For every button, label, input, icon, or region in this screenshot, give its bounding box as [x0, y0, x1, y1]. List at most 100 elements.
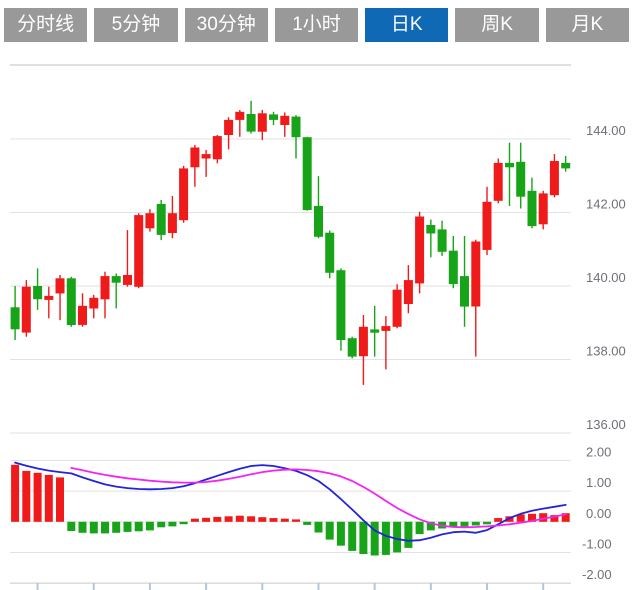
- macd-histogram-bar: [460, 521, 469, 527]
- macd-histogram-bar: [494, 518, 503, 522]
- tab-daily[interactable]: 日K: [365, 8, 449, 42]
- macd-histogram-bar: [483, 521, 491, 525]
- tab-30min[interactable]: 30分钟: [184, 8, 268, 42]
- macd-histogram-bar: [247, 516, 256, 522]
- macd-histogram-bar: [44, 474, 53, 522]
- candle-body: [561, 162, 571, 169]
- macd-histogram-bar: [539, 513, 548, 522]
- candle-body: [55, 278, 65, 294]
- macd-histogram-bar: [213, 516, 222, 522]
- macd-histogram-bar: [157, 521, 166, 528]
- candle-body: [347, 338, 357, 357]
- candle-body: [403, 280, 413, 304]
- candle-body: [482, 201, 492, 250]
- macd-histogram-bar: [516, 514, 525, 522]
- candle-body: [167, 213, 177, 233]
- tab-1hour[interactable]: 1小时: [274, 8, 359, 42]
- candle-body: [370, 329, 380, 333]
- macd-histogram-bar: [426, 521, 435, 531]
- macd-histogram-bar: [359, 521, 368, 554]
- macd-histogram-bar: [190, 518, 199, 522]
- candle-body: [381, 326, 391, 331]
- candle-body: [336, 270, 346, 340]
- macd-histogram-bar: [56, 477, 64, 522]
- macd-histogram-bar: [303, 521, 312, 525]
- macd-histogram-bar: [101, 521, 109, 534]
- macd-histogram-bar: [78, 521, 87, 533]
- candle-body: [134, 215, 144, 287]
- macd-histogram-bar: [67, 521, 76, 531]
- candle-body: [516, 161, 526, 197]
- macd-histogram-bar: [89, 521, 98, 534]
- macd-histogram-bar: [269, 518, 278, 522]
- candle-body: [156, 204, 166, 235]
- macd-histogram-bar: [415, 521, 424, 535]
- candle-body: [66, 278, 76, 325]
- macd-histogram-bar: [336, 521, 345, 546]
- macd-histogram-bar: [561, 513, 570, 522]
- candle-body: [538, 193, 548, 225]
- candle-body: [358, 326, 368, 357]
- candle-body: [89, 297, 99, 309]
- timeframe-tabbar: 分时线 5分钟 30分钟 1小时 日K 周K 月K: [0, 8, 633, 42]
- candle-body: [437, 229, 447, 252]
- macd-axis-label: 2.00: [586, 445, 611, 460]
- candle-body: [257, 113, 267, 132]
- macd-histogram-bar: [348, 521, 357, 551]
- candle-body: [280, 115, 290, 125]
- macd-histogram-bar: [381, 521, 390, 555]
- macd-histogram-bar: [550, 515, 559, 522]
- candle-body: [460, 276, 469, 307]
- candle-body: [201, 154, 211, 159]
- macd-histogram-bar: [123, 521, 132, 532]
- macd-histogram-bar: [235, 515, 244, 522]
- macd-histogram-bar: [258, 517, 267, 522]
- candle-body: [10, 307, 20, 330]
- candle-body: [246, 114, 256, 132]
- macd-histogram-bar: [404, 521, 413, 548]
- macd-histogram-bar: [325, 521, 334, 540]
- candle-body: [448, 250, 458, 285]
- macd-axis-label: -2.00: [582, 567, 612, 582]
- candle-body: [111, 276, 121, 283]
- tab-minute-line[interactable]: 分时线: [4, 8, 88, 42]
- dea-line: [70, 466, 567, 529]
- candle-body: [21, 286, 31, 333]
- macd-histogram-bar: [528, 513, 536, 522]
- candle-body: [291, 116, 301, 138]
- candle-body: [269, 114, 278, 120]
- tab-monthly[interactable]: 月K: [545, 8, 629, 42]
- macd-histogram-bar: [370, 521, 379, 556]
- price-axis-label: 142.00: [586, 197, 626, 212]
- candle-body: [415, 216, 425, 284]
- candle-body: [44, 295, 54, 300]
- macd-histogram-bar: [292, 519, 300, 522]
- macd-histogram-bar: [22, 470, 31, 522]
- candle-body: [100, 276, 110, 300]
- macd-axis-label: 0.00: [586, 506, 611, 521]
- price-axis-label: 138.00: [586, 344, 626, 359]
- tab-weekly[interactable]: 周K: [455, 8, 539, 42]
- macd-histogram-bar: [134, 521, 143, 532]
- candle-body: [235, 111, 245, 120]
- macd-histogram-bar: [471, 521, 480, 526]
- candle-body: [426, 225, 436, 234]
- macd-axis-label: 1.00: [586, 475, 611, 490]
- macd-histogram-bar: [280, 518, 289, 522]
- candle-body: [123, 275, 132, 285]
- candle-body: [302, 137, 312, 210]
- macd-histogram-bar: [224, 516, 233, 522]
- tab-5min[interactable]: 5分钟: [94, 8, 178, 42]
- candle-body: [314, 205, 323, 237]
- candle-body: [392, 289, 402, 327]
- macd-histogram-bar: [202, 517, 211, 522]
- price-axis-label: 144.00: [586, 123, 626, 138]
- candle-body: [527, 190, 537, 227]
- candle-body: [179, 168, 189, 221]
- price-axis-label: 136.00: [586, 417, 626, 432]
- candle-body: [493, 162, 503, 201]
- candle-body: [471, 241, 481, 307]
- macd-histogram-bar: [33, 472, 42, 522]
